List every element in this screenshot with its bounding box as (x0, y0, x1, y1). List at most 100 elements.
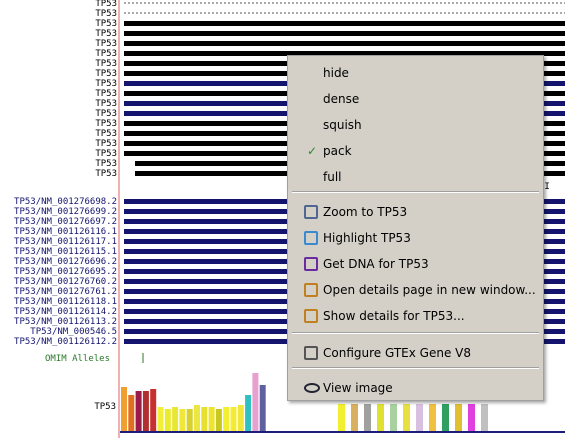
gtex-bar (390, 404, 397, 431)
gtex-bar (223, 407, 230, 431)
menu-item[interactable]: Configure GTEx Gene V8 (288, 341, 543, 365)
menu-icon (304, 257, 318, 271)
transcript-label: TP53/NM_001126117.1 (14, 237, 117, 247)
menu-icon (304, 309, 318, 323)
menu-label: pack (323, 144, 352, 158)
gtex-bar (230, 407, 237, 431)
menu-label: Highlight TP53 (323, 231, 411, 245)
gtex-bar (338, 404, 345, 431)
gene-bar (124, 31, 565, 36)
menu-label: Configure GTEx Gene V8 (323, 346, 472, 360)
menu-item[interactable]: Zoom to TP53 (288, 200, 543, 224)
menu-item[interactable]: dense (288, 87, 543, 111)
gtex-bar (179, 409, 186, 431)
transcript-label: TP53/NM_001126114.2 (14, 307, 117, 317)
gene-label: TP53 (95, 69, 117, 79)
menu-label: dense (323, 92, 360, 106)
context-menu: hide dense squish ✓ pack full Zoom to TP53 High… (287, 55, 544, 401)
gtex-bar (481, 404, 488, 431)
check-mark: ✓ (307, 144, 318, 158)
menu-item[interactable]: full (288, 165, 543, 189)
menu-item[interactable]: ✓ pack (288, 139, 543, 163)
menu-item[interactable]: View image (288, 376, 543, 400)
menu-icon (304, 383, 320, 393)
gtex-bar (194, 405, 200, 431)
gene-label: TP53 (95, 89, 117, 99)
transcript-label: TP53/NM_001276697.2 (14, 217, 117, 227)
transcript-label: TP53/NM_001276699.2 (14, 207, 117, 217)
transcript-label: TP53/NM_001126113.2 (14, 317, 117, 327)
gtex-bar (186, 409, 193, 431)
gene-label: TP53 (95, 109, 117, 119)
gene-label: TP53 (95, 169, 117, 179)
transcript-label: TP53/NM_001276696.2 (14, 257, 117, 267)
gtex-bar (208, 407, 215, 431)
menu-separator (292, 332, 539, 334)
gene-bar (124, 21, 565, 26)
gtex-bar (215, 409, 222, 431)
menu-label: full (323, 170, 342, 184)
menu-icon (304, 231, 318, 245)
gtex-bar (245, 395, 252, 431)
menu-label: Get DNA for TP53 (323, 257, 429, 271)
menu-item[interactable]: Show details for TP53... (288, 304, 543, 328)
transcript-label: TP53/NM_000546.5 (30, 327, 117, 337)
gene-label: TP53 (95, 49, 117, 59)
gtex-bar (201, 407, 208, 431)
menu-item[interactable]: Open details page in new window... (288, 278, 543, 302)
omim-label: OMIM Alleles (45, 354, 110, 364)
menu-icon (304, 205, 318, 219)
menu-label: Open details page in new window... (323, 283, 536, 297)
gtex-bar (455, 404, 462, 431)
gene-label: TP53 (95, 29, 117, 39)
menu-label: Zoom to TP53 (323, 205, 408, 219)
transcript-label: TP53/NM_001276760.2 (14, 277, 117, 287)
gtex-bar (150, 389, 157, 431)
gtex-bar (468, 404, 475, 431)
gtex-bar (157, 407, 164, 431)
gtex-bar (121, 387, 127, 431)
gene-label: TP53 (95, 99, 117, 109)
gtex-bar (377, 404, 384, 431)
menu-item[interactable]: Get DNA for TP53 (288, 252, 543, 276)
gene-label: TP53 (95, 0, 117, 9)
gtex-bar (164, 409, 171, 431)
gtex-bar (172, 407, 179, 431)
gtex-bar (252, 373, 259, 431)
gene-label: TP53 (95, 139, 117, 149)
transcript-label: TP53/NM_001126116.1 (14, 227, 117, 237)
gtex-bar (364, 404, 371, 431)
menu-label: squish (323, 118, 362, 132)
gene-label: TP53 (95, 129, 117, 139)
menu-separator (292, 367, 539, 369)
gtex-bar (142, 391, 149, 431)
menu-item[interactable]: squish (288, 113, 543, 137)
transcript-label: TP53/NM_001126115.1 (14, 247, 117, 257)
gtex-bar (128, 395, 135, 431)
gene-bar (124, 51, 565, 56)
ncbi-fragment: BI (539, 182, 550, 192)
gene-label: TP53 (95, 149, 117, 159)
menu-label: View image (323, 381, 393, 395)
menu-item[interactable]: Highlight TP53 (288, 226, 543, 250)
gene-label: TP53 (95, 79, 117, 89)
gtex-bar (429, 404, 436, 431)
gtex-bar (237, 405, 244, 431)
gene-label: TP53 (95, 119, 117, 129)
gtex-bar (442, 404, 449, 431)
gtex-bar (416, 404, 423, 431)
transcript-label: TP53/NM_001276695.2 (14, 267, 117, 277)
gene-label: TP53 (95, 19, 117, 29)
gene-label: TP53 (95, 159, 117, 169)
menu-item[interactable]: hide (288, 61, 543, 85)
gene-label: TP53 (95, 9, 117, 19)
transcript-label: TP53/NM_001126118.1 (14, 297, 117, 307)
menu-icon (304, 283, 318, 297)
gtex-bar (259, 385, 266, 431)
gtex-bar (135, 391, 142, 431)
menu-label: hide (323, 66, 349, 80)
transcript-label: TP53/NM_001276761.2 (14, 287, 117, 297)
gene-label: TP53 (95, 59, 117, 69)
gtex-bar (403, 404, 410, 431)
